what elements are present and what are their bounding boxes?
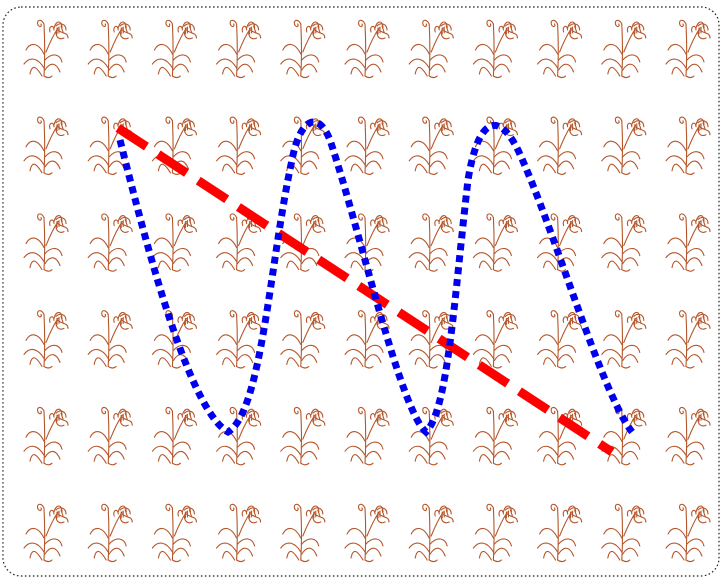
plant-tile <box>601 19 647 79</box>
plant-tile <box>87 503 133 563</box>
plant-tile <box>601 116 647 175</box>
plant-tile <box>151 19 197 79</box>
plant-tile <box>280 19 326 79</box>
plant-tile <box>665 310 711 369</box>
plant-tile <box>665 116 711 175</box>
plant-tile <box>408 213 454 272</box>
plant-tile <box>23 503 69 563</box>
plant-tile <box>408 406 454 466</box>
plant-tile <box>23 213 69 272</box>
plant-tile <box>344 503 390 563</box>
plant-tile <box>537 310 583 369</box>
plant-tile <box>216 19 262 79</box>
overlay-lines <box>115 118 635 456</box>
plant-tile <box>537 406 583 466</box>
plant-tile <box>87 406 133 466</box>
plant-tile <box>344 19 390 79</box>
plant-tile <box>665 213 711 272</box>
plant-tile <box>601 213 647 272</box>
plant-tile <box>23 116 69 175</box>
plant-tile <box>23 310 69 369</box>
plant-tile <box>87 19 133 79</box>
plant-tile <box>601 310 647 369</box>
plant-tile <box>151 213 197 272</box>
plant-tile <box>537 116 583 175</box>
plant-tile <box>601 503 647 563</box>
dotted-wave <box>116 118 635 437</box>
plant-tile <box>280 503 326 563</box>
plant-tile <box>216 310 262 369</box>
plant-tile <box>665 19 711 79</box>
plant-tile <box>408 503 454 563</box>
plant-tile <box>344 116 390 175</box>
plant-tile <box>537 19 583 79</box>
plant-tile <box>216 116 262 175</box>
plant-tile <box>87 310 133 369</box>
plant-tile <box>344 406 390 466</box>
plant-tile <box>408 19 454 79</box>
plant-tile <box>151 406 197 466</box>
plant-tile <box>472 310 518 369</box>
plant-tile <box>408 116 454 175</box>
plant-tile <box>472 19 518 79</box>
plant-tile <box>472 213 518 272</box>
plant-tile <box>665 406 711 466</box>
plant-tile <box>216 406 262 466</box>
plant-tile <box>537 503 583 563</box>
dashed-line <box>115 124 615 456</box>
plant-tile <box>23 406 69 466</box>
plant-tile <box>151 503 197 563</box>
plant-tile <box>472 406 518 466</box>
plant-tile <box>23 19 69 79</box>
plant-tile <box>216 503 262 563</box>
plant-tile <box>665 503 711 563</box>
plant-tile <box>280 310 326 369</box>
plant-tile <box>472 503 518 563</box>
plant-tile <box>87 213 133 272</box>
canvas-border <box>2 6 720 577</box>
plant-tile <box>280 406 326 466</box>
